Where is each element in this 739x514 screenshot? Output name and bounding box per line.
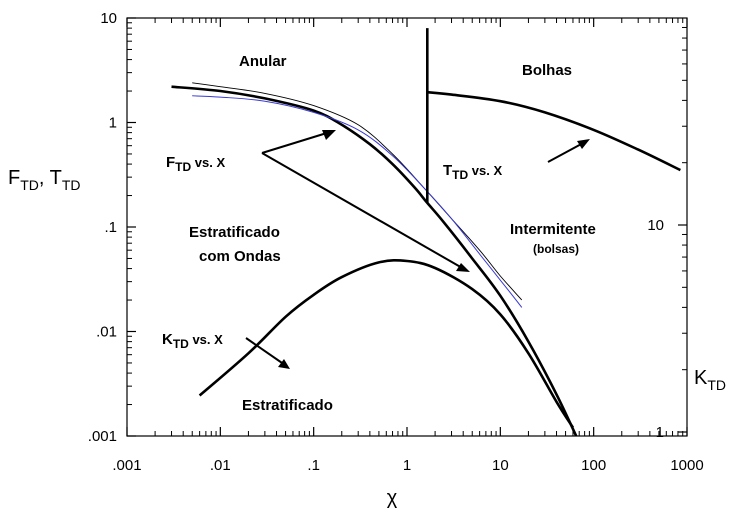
annotation-k-sub: TD <box>173 337 189 351</box>
x-tick-label: .01 <box>210 457 231 474</box>
y-left-label-t: T <box>50 167 62 189</box>
y-left-tick-labels: .001 .01 .1 1 10 <box>88 10 117 445</box>
x-tick-label: 100 <box>581 457 606 474</box>
t-pointer-line <box>547 141 586 163</box>
axis-ticks <box>126 17 688 437</box>
y-right-tick-label: 10 <box>647 217 664 234</box>
y-left-tick-label: .1 <box>104 219 117 236</box>
y-left-label-t-sub: TD <box>62 177 81 193</box>
region-label-estratificado: Estratificado <box>242 397 333 414</box>
annotation-t-vs-x: TTD vs. X <box>443 162 502 182</box>
k-boundary-curve <box>198 259 575 429</box>
region-label-bolhas: Bolhas <box>522 62 572 79</box>
annotation-k-main: K <box>162 331 173 348</box>
y-left-tick-label: .001 <box>88 428 117 445</box>
region-label-anular: Anular <box>239 53 287 70</box>
annotation-f-sub: TD <box>175 160 191 174</box>
annotation-t-suffix: vs. X <box>468 163 502 178</box>
y-left-label-f: F <box>8 167 20 189</box>
annotation-f-suffix: vs. X <box>191 155 225 170</box>
k-pointer-line <box>245 337 286 366</box>
region-label-intermitente: Intermitente <box>510 221 596 238</box>
annotation-t-main: T <box>443 162 452 179</box>
annotation-f-main: F <box>166 154 175 171</box>
y-left-tick-label: 1 <box>109 115 117 132</box>
annotation-t-sub: TD <box>452 168 468 182</box>
annotation-pointers <box>245 131 586 366</box>
region-label-bolsas: (bolsas) <box>533 242 579 256</box>
f-pointer-line-upper <box>261 131 331 154</box>
f-arrowhead-upper <box>322 130 336 140</box>
k-arrowhead <box>278 359 290 369</box>
annotation-arrowheads <box>278 130 590 369</box>
curves <box>171 28 681 437</box>
region-label-estratificado-ondas-1: Estratificado <box>189 224 280 241</box>
x-tick-label: 1000 <box>670 457 703 474</box>
f-thin-black-curve <box>192 82 523 301</box>
x-tick-label: 10 <box>492 457 509 474</box>
y-left-tick-label: .01 <box>96 324 117 341</box>
y-left-label-f-sub: TD <box>20 177 39 193</box>
y-right-label-k: K <box>694 367 708 389</box>
f-arrowhead-lower <box>456 263 470 272</box>
y-left-tick-label: 10 <box>100 10 117 27</box>
x-tick-label: .1 <box>307 457 320 474</box>
y-right-tick-labels: 1 10 <box>647 217 664 441</box>
x-axis-label: χ <box>387 487 398 509</box>
f-thin-blue-curve <box>192 95 523 308</box>
x-tick-label: .001 <box>112 457 141 474</box>
y-left-axis-label: FTD, TTD <box>8 167 81 193</box>
x-tick-label: 1 <box>403 457 411 474</box>
annotation-k-vs-x: KTD vs. X <box>162 331 223 351</box>
f-boundary-curve <box>171 85 578 437</box>
t-arrowhead <box>577 139 590 149</box>
annotation-f-vs-x: FTD vs. X <box>166 154 225 174</box>
y-right-tick-label: 1 <box>656 424 664 441</box>
annotation-k-suffix: vs. X <box>189 332 223 347</box>
x-tick-labels: .001 .01 .1 1 10 100 1000 <box>112 457 703 474</box>
y-right-axis-label: KTD <box>694 367 726 393</box>
region-label-estratificado-ondas-2: com Ondas <box>199 248 281 265</box>
y-left-label-sep: , <box>39 167 50 189</box>
t-boundary-curve <box>427 90 681 172</box>
y-right-label-k-sub: TD <box>707 377 726 393</box>
f-pointer-line-lower <box>261 152 465 270</box>
